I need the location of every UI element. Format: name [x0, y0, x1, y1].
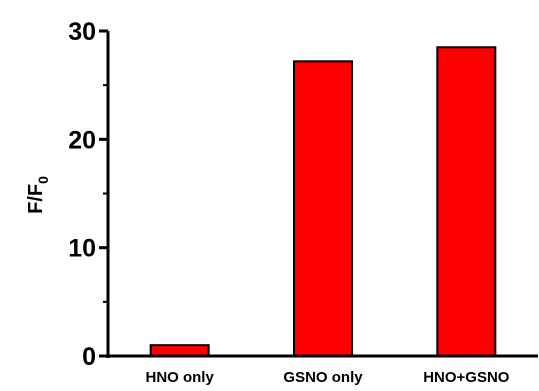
x-tick-labels: HNO only GSNO only HNO+GSNO: [145, 369, 509, 386]
x-tick-label: HNO only: [145, 369, 214, 386]
y-tick-labels: 0 10 20 30: [68, 18, 96, 371]
x-tick-label: GSNO only: [283, 369, 363, 386]
y-tick-label: 10: [68, 235, 96, 263]
bars-group: [149, 46, 497, 357]
y-axis-title: F/F0: [25, 176, 51, 214]
y-tick-label: 0: [82, 343, 96, 371]
bar-gsno-only: [293, 60, 353, 357]
y-axis-title-main: F/F: [25, 184, 47, 214]
bar-hno-gsno: [436, 46, 497, 357]
x-tick-label: HNO+GSNO: [423, 369, 510, 386]
svg-text:F/F0: F/F0: [25, 176, 51, 214]
y-tick-label: 20: [68, 126, 96, 154]
y-axis-title-subscript: 0: [35, 176, 51, 184]
y-tick-label: 30: [68, 18, 96, 46]
bar-hno-only: [149, 344, 210, 357]
y-axis: [99, 29, 110, 358]
